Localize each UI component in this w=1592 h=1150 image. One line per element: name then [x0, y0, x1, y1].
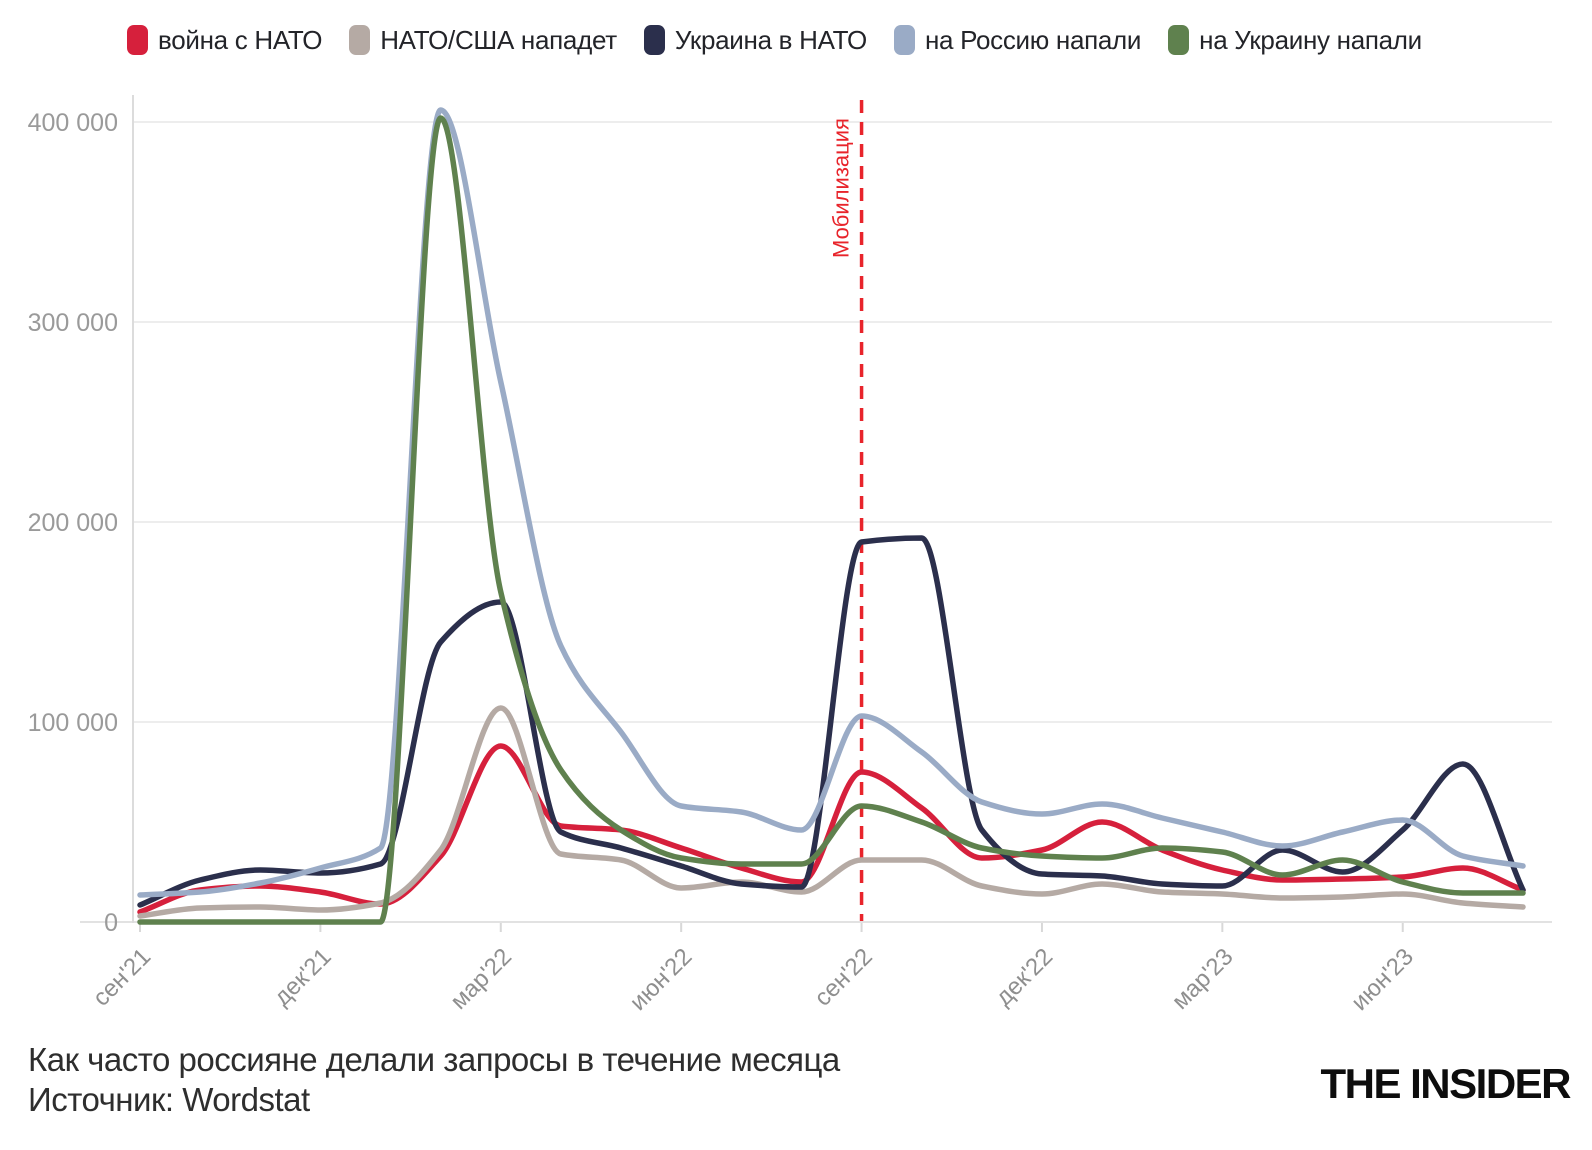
legend-item-3[interactable]: на Россию напали: [893, 24, 1142, 56]
x-axis-label: июн'23: [1346, 943, 1419, 1016]
chart-legend: война с НАТО НАТО/США нападет Украина в НА…: [127, 24, 1422, 56]
chart-title: Как часто россияне делали запросы в тече…: [28, 1041, 840, 1078]
legend-item-0[interactable]: война с НАТО: [127, 24, 323, 56]
y-axis-label: 100 000: [28, 709, 118, 737]
legend-item-1[interactable]: НАТО/США нападет: [349, 24, 617, 56]
y-axis-label: 0: [104, 909, 118, 937]
series-line-2: [137, 535, 1526, 908]
x-axis-label: мар'22: [445, 943, 517, 1015]
legend-color-swatch: [893, 25, 915, 55]
x-axis-label: дек'22: [990, 943, 1058, 1011]
legend-item-4[interactable]: на Украину напали: [1168, 24, 1422, 56]
series-line-4: [137, 115, 1526, 925]
y-axis-label: 200 000: [28, 509, 118, 537]
x-axis-label: июн'22: [625, 943, 698, 1016]
legend-item-label: война с НАТО: [158, 25, 323, 55]
legend-item-label: на Украину напали: [1199, 25, 1422, 55]
x-axis-label: мар'23: [1167, 943, 1239, 1015]
legend-item-label: НАТО/США нападет: [380, 25, 617, 55]
legend-item-label: Украина в НАТО: [674, 25, 867, 55]
series-line-3: [137, 107, 1526, 898]
x-axis-label: сен'22: [809, 943, 878, 1012]
legend-color-swatch: [127, 25, 148, 55]
legend-color-swatch: [349, 25, 371, 55]
chart-source: Источник: Wordstat: [28, 1081, 310, 1118]
the-insider-logo: THE INSIDER: [1320, 1060, 1571, 1107]
chart-caption: Как часто россияне делали запросы в тече…: [28, 1040, 840, 1120]
x-axis-label: сен'21: [88, 943, 157, 1012]
legend-color-swatch: [1168, 25, 1190, 55]
legend-item-label: на Россию напали: [924, 25, 1142, 55]
legend-color-swatch: [643, 25, 665, 55]
legend-item-2[interactable]: Украина в НАТО: [643, 24, 867, 56]
y-axis-label: 400 000: [28, 109, 118, 137]
series-line-1: [137, 705, 1526, 919]
x-axis-label: дек'21: [269, 943, 337, 1011]
y-axis-label: 300 000: [28, 309, 118, 337]
mobilization-annotation-label: Мобилизация: [829, 118, 854, 258]
